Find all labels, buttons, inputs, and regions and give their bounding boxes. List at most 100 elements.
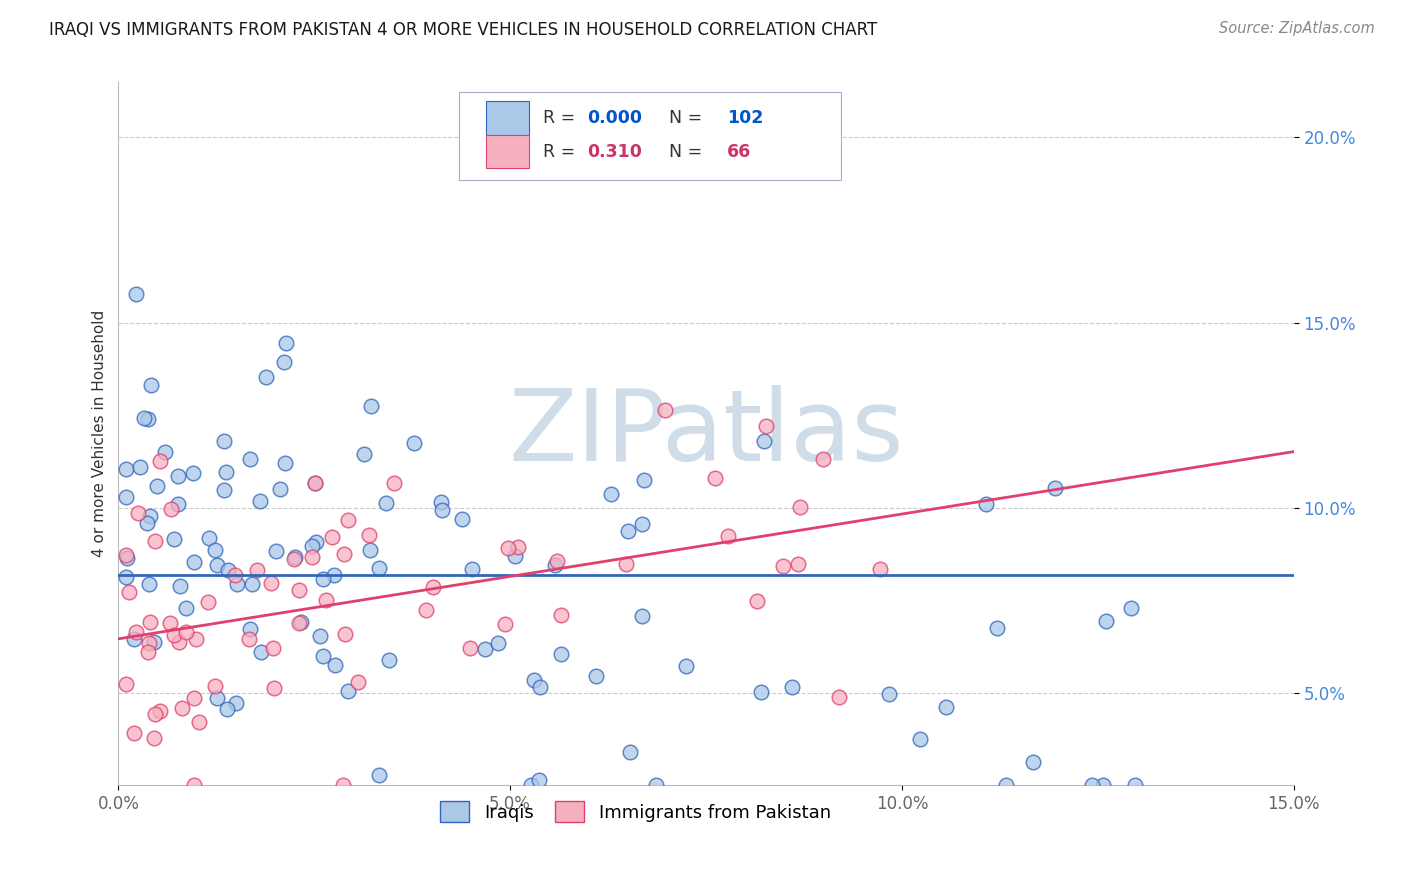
Point [115, 490, 138, 504]
Point [263, 681, 285, 695]
Point [149, 704, 172, 718]
Point [654, 403, 676, 417]
Point [212, 483, 235, 497]
Point [550, 607, 572, 622]
Point [273, 456, 295, 470]
Point [617, 524, 640, 538]
Point [217, 563, 239, 577]
Text: IRAQI VS IMMIGRANTS FROM PAKISTAN 4 OR MORE VEHICLES IN HOUSEHOLD CORRELATION CH: IRAQI VS IMMIGRANTS FROM PAKISTAN 4 OR M… [49, 21, 877, 38]
Point [1043, 481, 1066, 495]
Point [305, 534, 328, 549]
Point [163, 628, 186, 642]
Point [183, 555, 205, 569]
Point [486, 636, 509, 650]
Point [332, 547, 354, 561]
Point [181, 467, 204, 481]
Point [311, 572, 333, 586]
Point [186, 632, 208, 647]
Point [167, 498, 190, 512]
Point [323, 568, 346, 582]
Point [357, 528, 380, 542]
Point [336, 684, 359, 698]
Point [787, 558, 810, 572]
Point [290, 615, 312, 629]
Point [772, 559, 794, 574]
Point [118, 585, 141, 599]
Point [204, 679, 226, 693]
Text: 0.310: 0.310 [588, 143, 643, 161]
Point [1123, 779, 1146, 793]
Point [287, 616, 309, 631]
Point [550, 647, 572, 661]
Point [321, 530, 343, 544]
Point [136, 412, 159, 426]
Point [367, 768, 389, 782]
Point [429, 495, 451, 509]
Text: R =: R = [543, 109, 581, 127]
Point [204, 543, 226, 558]
Point [269, 482, 291, 496]
Point [304, 475, 326, 490]
Point [183, 779, 205, 793]
Point [136, 516, 159, 530]
Point [143, 707, 166, 722]
Point [122, 726, 145, 740]
Point [451, 512, 474, 526]
Point [614, 557, 637, 571]
Point [458, 640, 481, 655]
Point [619, 745, 641, 759]
Point [422, 581, 444, 595]
Point [811, 451, 834, 466]
Point [273, 354, 295, 368]
Point [249, 644, 271, 658]
Point [115, 549, 138, 563]
Point [631, 609, 654, 624]
Text: 102: 102 [727, 109, 763, 127]
Point [205, 691, 228, 706]
Point [585, 669, 607, 683]
Point [430, 502, 453, 516]
Point [789, 500, 811, 515]
Point [198, 531, 221, 545]
Point [415, 603, 437, 617]
Point [780, 680, 803, 694]
Point [377, 653, 399, 667]
Point [132, 410, 155, 425]
Point [630, 516, 652, 531]
Point [214, 465, 236, 479]
Point [755, 419, 778, 434]
Point [520, 779, 543, 793]
Point [304, 475, 326, 490]
Point [644, 779, 666, 793]
Point [170, 701, 193, 715]
Point [187, 715, 209, 730]
Point [301, 539, 323, 553]
Point [474, 642, 496, 657]
Point [139, 509, 162, 524]
Point [125, 286, 148, 301]
Point [869, 562, 891, 576]
Point [877, 687, 900, 701]
Point [986, 621, 1008, 635]
Point [127, 506, 149, 520]
Point [529, 680, 551, 694]
Point [249, 493, 271, 508]
Point [367, 561, 389, 575]
Point [136, 645, 159, 659]
Point [1121, 601, 1143, 615]
Point [226, 576, 249, 591]
Point [1095, 614, 1118, 628]
Point [633, 473, 655, 487]
Y-axis label: 4 or more Vehicles in Household: 4 or more Vehicles in Household [93, 310, 107, 558]
Point [315, 592, 337, 607]
Point [224, 568, 246, 582]
Point [1091, 779, 1114, 793]
Point [138, 577, 160, 591]
Point [240, 577, 263, 591]
Point [749, 685, 772, 699]
Point [994, 779, 1017, 793]
Point [503, 549, 526, 563]
Point [238, 632, 260, 647]
Point [174, 624, 197, 639]
Point [169, 579, 191, 593]
